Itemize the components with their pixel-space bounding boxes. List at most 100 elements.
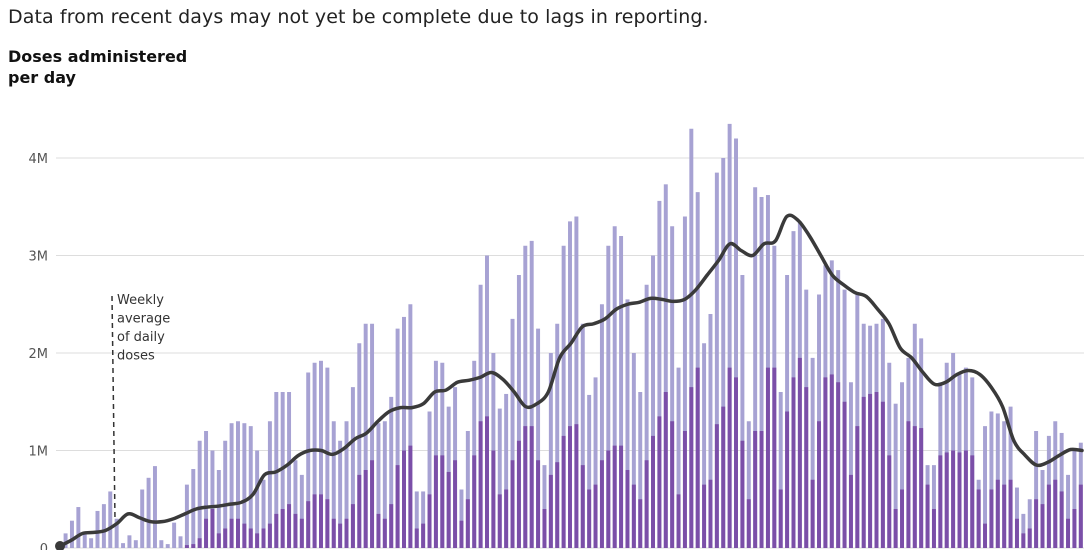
total-doses-bar [159, 540, 164, 548]
second-doses-bar [357, 474, 362, 549]
total-doses-bar [433, 360, 438, 548]
second-doses-bar [491, 450, 496, 548]
total-doses-bar [599, 304, 604, 548]
second-doses-bar [485, 416, 489, 549]
second-doses-bar [478, 421, 483, 548]
second-doses-bar [472, 455, 477, 549]
total-doses-bar [223, 440, 228, 548]
total-doses-bar [631, 353, 636, 548]
total-doses-bar [319, 360, 323, 548]
second-doses-bar [1053, 479, 1058, 548]
second-doses-bar [440, 455, 445, 549]
second-doses-bar [599, 460, 604, 548]
total-doses-bar [478, 284, 483, 548]
second-doses-bar [433, 455, 438, 549]
total-doses-bar [734, 138, 738, 548]
second-doses-bar [1014, 518, 1019, 548]
second-doses-bar [504, 489, 509, 548]
second-doses-bar [631, 484, 636, 549]
second-doses-bar [529, 426, 534, 549]
second-doses-bar [261, 528, 266, 548]
total-doses-bar [69, 520, 74, 548]
second-doses-bar [606, 450, 611, 548]
second-doses-bar [989, 489, 994, 548]
second-doses-bar [644, 460, 649, 548]
second-doses-bar [785, 411, 790, 548]
total-doses-bar [644, 284, 649, 548]
total-doses-bar [95, 510, 100, 548]
total-doses-bar [1066, 474, 1071, 549]
second-doses-bar [817, 421, 821, 548]
total-doses-bar [146, 477, 151, 548]
second-doses-bar [695, 367, 700, 549]
second-doses-bar [408, 445, 413, 549]
total-doses-bar [82, 533, 87, 549]
second-doses-bar [759, 431, 764, 548]
total-doses-bar [248, 426, 253, 549]
total-doses-bar [676, 367, 681, 549]
second-doses-bar [900, 489, 905, 548]
total-doses-bar [382, 421, 387, 548]
total-doses-bar [216, 470, 221, 548]
second-doses-bar [382, 518, 387, 548]
total-doses-bar [900, 382, 905, 548]
total-doses-bar [670, 226, 675, 548]
total-doses-bar [1002, 421, 1007, 548]
second-doses-bar [612, 445, 617, 549]
second-doses-bar [516, 440, 521, 548]
y-tick-label: 3M [29, 250, 49, 265]
second-doses-bar [389, 504, 394, 549]
total-doses-bar [402, 316, 406, 548]
second-doses-bar [338, 523, 343, 549]
total-doses-bar [536, 328, 541, 549]
second-doses-bar [925, 484, 930, 549]
total-doses-bar [593, 377, 598, 549]
y-axis-title: Doses administered per day [8, 47, 188, 87]
second-doses-bar [810, 479, 815, 548]
second-doses-bar [651, 435, 655, 549]
second-doses-bar [721, 406, 726, 549]
second-doses-bar [848, 474, 853, 549]
second-doses-bar [893, 509, 898, 548]
total-doses-bar [574, 216, 579, 548]
total-doses-bar [184, 484, 189, 549]
second-doses-bar [248, 528, 253, 548]
total-doses-bar [1027, 499, 1032, 548]
second-doses-bar [1078, 484, 1083, 549]
annotation-text: Weekly average of daily doses [117, 293, 170, 364]
second-doses-bar [459, 520, 464, 548]
second-doses-bar [325, 499, 330, 548]
total-doses-bar [651, 255, 655, 548]
second-doses-bar [204, 518, 209, 548]
second-doses-bar [663, 392, 668, 548]
second-doses-bar [714, 424, 719, 548]
second-doses-bar [331, 518, 336, 548]
total-doses-bar [1072, 450, 1077, 548]
total-doses-bar [727, 123, 732, 548]
second-doses-bar [306, 501, 311, 548]
second-doses-bar [791, 377, 796, 549]
second-doses-bar [746, 499, 751, 548]
second-doses-bar [197, 538, 202, 548]
total-doses-bar [682, 216, 687, 548]
second-doses-bar [587, 489, 592, 548]
total-doses-bar [759, 197, 764, 548]
total-doses-bar [1014, 487, 1019, 548]
total-doses-bar [855, 294, 860, 548]
second-doses-bar [580, 465, 585, 549]
second-doses-bar [823, 377, 828, 549]
total-doses-bar [357, 343, 362, 548]
second-doses-bar [919, 428, 924, 548]
total-doses-bar [293, 460, 298, 548]
total-doses-bar [1034, 431, 1039, 548]
total-doses-bar [236, 421, 240, 548]
second-doses-bar [842, 401, 847, 548]
second-doses-bar [319, 494, 323, 549]
second-doses-bar [944, 452, 949, 548]
y-tick-label: 1M [29, 445, 49, 460]
second-doses-bar [708, 479, 713, 548]
total-doses-bar [63, 533, 68, 549]
total-doses-bar [370, 323, 375, 548]
second-doses-bar [395, 465, 400, 549]
total-doses-bar [568, 221, 572, 549]
